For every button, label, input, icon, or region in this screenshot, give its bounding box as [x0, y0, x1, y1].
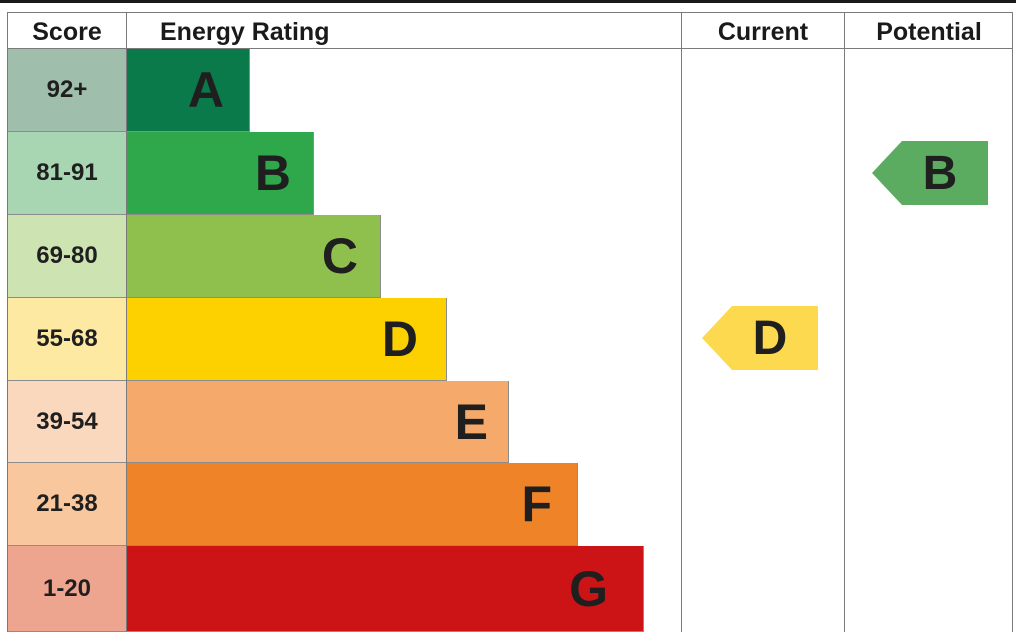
rating-band-g: G [127, 546, 644, 632]
current-rating-arrow: D [702, 306, 818, 370]
rating-band-letter: C [321, 228, 358, 284]
score-range-b: 81-91 [8, 132, 126, 215]
score-range-f: 21-38 [8, 463, 126, 546]
current-column-divider [681, 12, 682, 632]
score-range-g: 1-20 [8, 546, 126, 632]
rating-band-letter: B [254, 145, 291, 201]
rating-band-letter: G [569, 560, 608, 617]
arrow-shape [872, 141, 988, 205]
rating-band-letter: E [454, 393, 488, 450]
score-range-c: 69-80 [8, 215, 126, 298]
top-border [0, 0, 1016, 3]
score-range-d: 55-68 [8, 298, 126, 381]
score-header: Score [32, 18, 102, 46]
rating-band-f: F [127, 463, 578, 546]
rating-band-letter: F [521, 476, 552, 532]
current-header: Current [717, 18, 809, 46]
chart-frame [7, 12, 1013, 632]
rating-band-c: C [127, 215, 381, 298]
score-range-e: 39-54 [8, 381, 126, 463]
rating-band-letter: A [187, 62, 224, 118]
score-range-a: 92+ [8, 49, 126, 132]
header-divider [7, 48, 1013, 49]
rating-band-a: A [127, 49, 250, 132]
potential-rating-letter: B [922, 146, 958, 200]
potential-column-divider [844, 12, 845, 632]
rating-band-b: B [127, 132, 314, 215]
rating-band-e: E [127, 381, 509, 463]
potential-rating-arrow: B [872, 141, 988, 205]
energy-rating-header: Energy Rating [160, 18, 330, 46]
potential-header: Potential [876, 18, 982, 46]
score-column-divider [126, 12, 127, 632]
current-rating-letter: D [752, 311, 788, 365]
rating-band-letter: D [381, 311, 418, 367]
rating-band-d: D [127, 298, 447, 381]
arrow-shape [702, 306, 818, 370]
